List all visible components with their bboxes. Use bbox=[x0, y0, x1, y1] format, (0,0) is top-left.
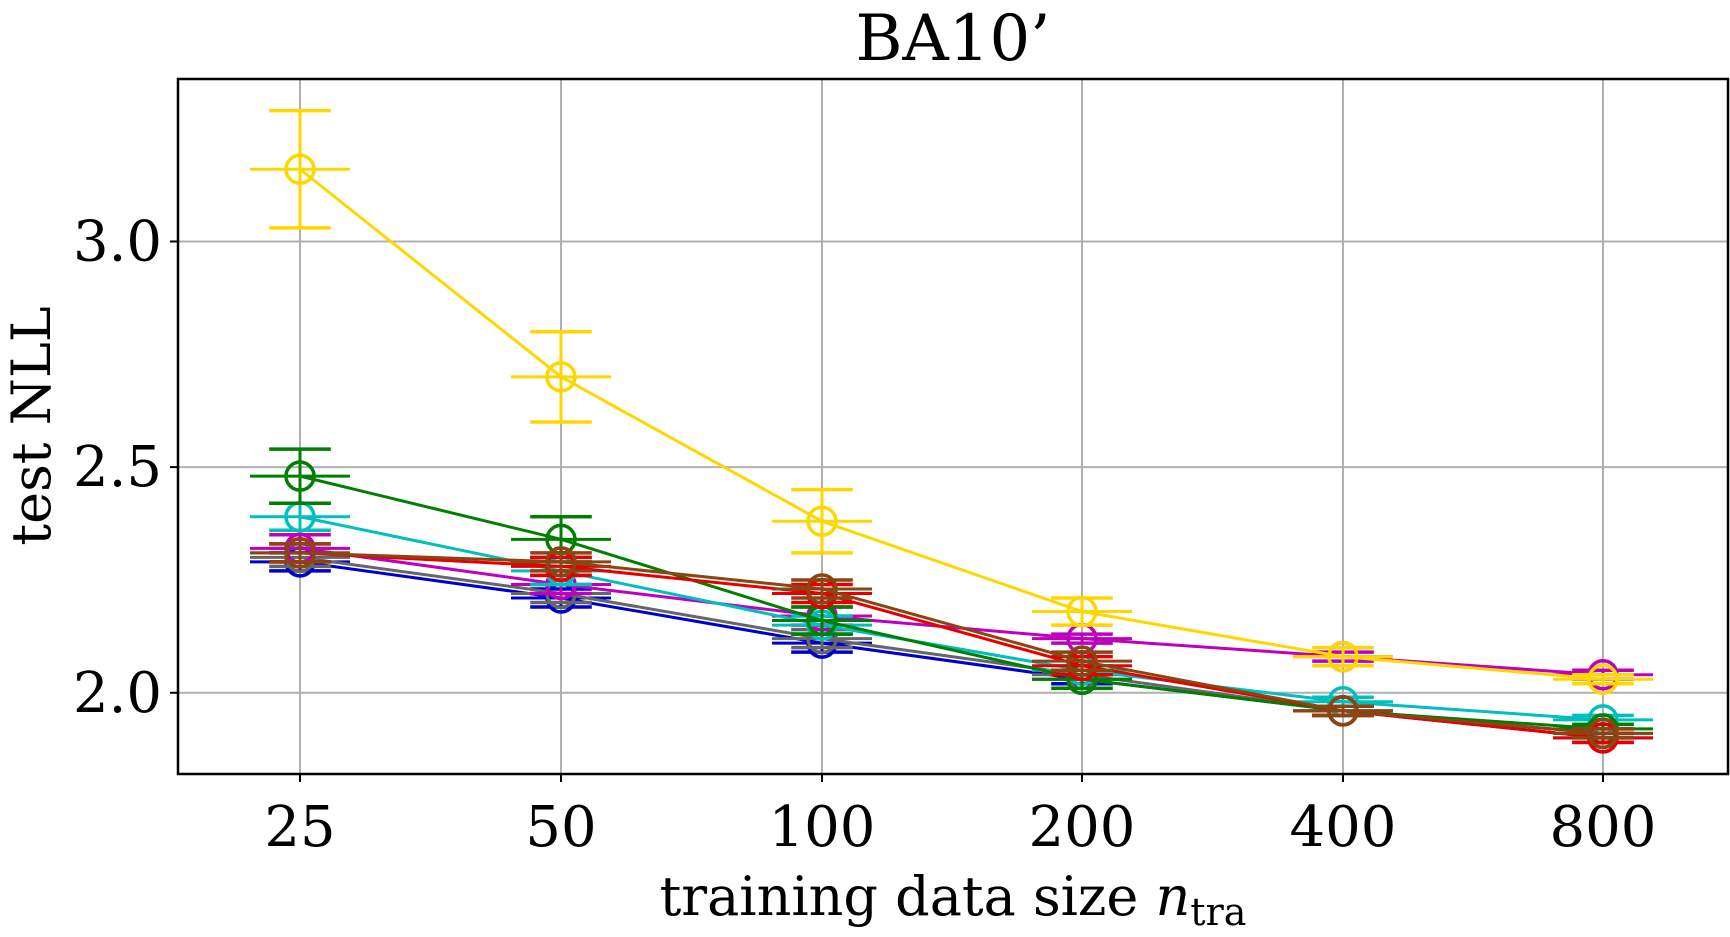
data-point bbox=[284, 537, 316, 569]
y-tick-label: 2.0 bbox=[73, 661, 162, 726]
data-point bbox=[1066, 595, 1098, 628]
series-line bbox=[299, 515, 1604, 722]
x-tick-label: 50 bbox=[525, 795, 596, 860]
x-axis-label: training data size ntra bbox=[660, 865, 1247, 932]
y-tick-label: 3.0 bbox=[73, 209, 162, 274]
tick-labels: 25 50 100 200 400 800 2.0 2.5 3.0 bbox=[73, 209, 1657, 860]
series-line bbox=[299, 551, 1604, 740]
x-tick-label: 200 bbox=[1029, 795, 1136, 860]
chart-title: BA10’ bbox=[855, 2, 1050, 76]
grid bbox=[178, 79, 1728, 774]
plot-series bbox=[250, 108, 1653, 754]
series-line bbox=[299, 474, 1604, 731]
data-point bbox=[545, 361, 577, 393]
data-point bbox=[1587, 663, 1619, 695]
y-axis-label: test NLL bbox=[0, 306, 63, 545]
data-point bbox=[806, 505, 838, 538]
x-tick-label: 800 bbox=[1550, 795, 1657, 860]
series-8 bbox=[250, 108, 1653, 695]
x-tick-label: 25 bbox=[264, 795, 335, 860]
x-axis-label-subscript: tra bbox=[1190, 890, 1246, 932]
series-line bbox=[299, 551, 1604, 735]
x-axis-label-symbol: n bbox=[1156, 865, 1191, 928]
series-4 bbox=[250, 501, 1653, 736]
series-5 bbox=[250, 447, 1653, 745]
x-tick-label: 100 bbox=[769, 795, 876, 860]
x-tick-label: 400 bbox=[1290, 795, 1397, 860]
y-tick-label: 2.5 bbox=[73, 435, 162, 500]
data-point bbox=[1587, 717, 1619, 750]
x-axis-label-text: training data size bbox=[660, 865, 1139, 928]
data-point bbox=[284, 153, 316, 186]
plot-frame bbox=[176, 77, 1730, 776]
data-point bbox=[1066, 645, 1098, 677]
data-point bbox=[284, 460, 316, 492]
data-point bbox=[1327, 695, 1359, 727]
series-7 bbox=[250, 537, 1653, 750]
data-point bbox=[1327, 640, 1359, 673]
data-point bbox=[806, 573, 838, 605]
series-line bbox=[299, 168, 1604, 681]
data-point bbox=[545, 546, 577, 578]
